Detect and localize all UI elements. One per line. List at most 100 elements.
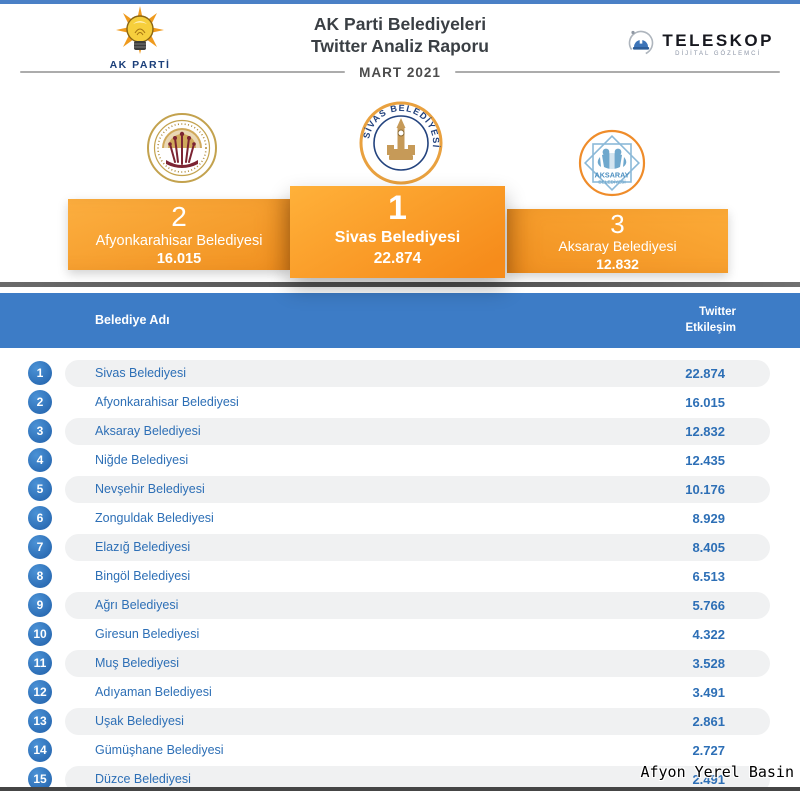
table-row: 6 Zonguldak Belediyesi 8.929 — [0, 504, 800, 533]
table-row: 8 Bingöl Belediyesi 6.513 — [0, 562, 800, 591]
row-background — [65, 534, 770, 561]
rank-badge: 10 — [28, 622, 52, 646]
column-header-value: Twitter Etkileşim — [686, 304, 737, 336]
municipality-name: Niğde Belediyesi — [95, 453, 189, 467]
engagement-value: 10.176 — [685, 482, 725, 497]
svg-text:BELEDİYESİ: BELEDİYESİ — [598, 179, 625, 185]
table-row: 12 Adıyaman Belediyesi 3.491 — [0, 678, 800, 707]
municipality-name: Aksaray Belediyesi — [95, 424, 201, 438]
rank-badge: 3 — [28, 419, 52, 443]
table-header: Belediye Adı Twitter Etkileşim — [0, 293, 800, 348]
row-background — [65, 592, 770, 619]
table-row: 2 Afyonkarahisar Belediyesi 16.015 — [0, 388, 800, 417]
ak-parti-lightbulb-icon — [84, 6, 196, 58]
rank-badge: 9 — [28, 593, 52, 617]
table-row: 9 Ağrı Belediyesi 5.766 — [0, 591, 800, 620]
podium-second-place: 2 Afyonkarahisar Belediyesi 16.015 — [68, 199, 290, 270]
podium-rank-3: 3 — [610, 209, 625, 239]
page-title: AK Parti Belediyeleri Twitter Analiz Rap… — [0, 13, 800, 57]
rank-badge: 7 — [28, 535, 52, 559]
podium-value-1: 22.874 — [373, 250, 422, 267]
engagement-value: 22.874 — [685, 366, 725, 381]
engagement-value: 2.861 — [692, 714, 725, 729]
rank-badge: 1 — [28, 361, 52, 385]
telescope-dome-icon — [626, 26, 656, 63]
divider-line-right — [454, 71, 780, 73]
table-row: 15 Düzce Belediyesi 2.491 — [0, 765, 800, 791]
column-header-value-line2: Etkileşim — [685, 322, 737, 334]
municipality-name: Giresun Belediyesi — [95, 627, 200, 641]
podium-value-3: 12.832 — [596, 256, 639, 272]
rank-badge: 6 — [28, 506, 52, 530]
municipality-name: Sivas Belediyesi — [95, 366, 187, 380]
row-background — [65, 360, 770, 387]
period-divider: MART 2021 — [20, 63, 780, 81]
engagement-value: 5.766 — [692, 598, 725, 613]
table-row: 11 Muş Belediyesi 3.528 — [0, 649, 800, 678]
municipality-name: Zonguldak Belediyesi — [95, 511, 214, 525]
ak-parti-label: AK PARTİ — [109, 59, 171, 71]
municipality-name: Uşak Belediyesi — [95, 714, 184, 728]
column-header-name: Belediye Adı — [95, 313, 170, 327]
table-row: 5 Nevşehir Belediyesi 10.176 — [0, 475, 800, 504]
table-row: 3 Aksaray Belediyesi 12.832 — [0, 417, 800, 446]
rank-badge: 2 — [28, 390, 52, 414]
municipality-name: Nevşehir Belediyesi — [95, 482, 205, 496]
municipality-name: Adıyaman Belediyesi — [95, 685, 212, 699]
table-row: 13 Uşak Belediyesi 2.861 — [0, 707, 800, 736]
divider-line-left — [20, 71, 346, 73]
rank-badge: 4 — [28, 448, 52, 472]
engagement-value: 16.015 — [685, 395, 725, 410]
bottom-border — [0, 787, 800, 791]
engagement-value: 2.727 — [692, 743, 725, 758]
svg-text:AKSARAY: AKSARAY — [595, 171, 630, 180]
engagement-value: 8.929 — [692, 511, 725, 526]
engagement-value: 3.528 — [692, 656, 725, 671]
municipality-name: Ağrı Belediyesi — [95, 598, 179, 612]
report-period: MART 2021 — [359, 64, 441, 80]
row-background — [65, 418, 770, 445]
row-background — [65, 766, 770, 791]
engagement-value: 3.491 — [692, 685, 725, 700]
row-background — [65, 476, 770, 503]
watermark: Afyon Yerel Basin — [640, 763, 794, 781]
teleskop-logo: TELESKOP DİJİTAL GÖZLEMCİ — [626, 26, 774, 63]
top-border — [0, 0, 800, 4]
municipality-name: Bingöl Belediyesi — [95, 569, 191, 583]
municipality-name: Muş Belediyesi — [95, 656, 180, 670]
municipality-name: Gümüşhane Belediyesi — [95, 743, 224, 757]
podium-first-place: 1 Sivas Belediyesi 22.874 — [290, 186, 505, 278]
aksaray-belediyesi-logo: AKSARAY BELEDİYESİ — [578, 129, 646, 202]
engagement-value: 12.435 — [685, 453, 725, 468]
podium-name-3: Aksaray Belediyesi — [558, 238, 677, 254]
brand-name: TELESKOP — [662, 31, 774, 50]
brand-tagline: DİJİTAL GÖZLEMCİ — [675, 51, 762, 57]
podium-name-1: Sivas Belediyesi — [334, 229, 461, 246]
table-row: 14 Gümüşhane Belediyesi 2.727 — [0, 736, 800, 765]
podium-value-2: 16.015 — [156, 251, 202, 267]
column-header-value-line1: Twitter — [699, 306, 736, 318]
table-row: 4 Niğde Belediyesi 12.435 — [0, 446, 800, 475]
engagement-value: 8.405 — [692, 540, 725, 555]
table-row: 7 Elazığ Belediyesi 8.405 — [0, 533, 800, 562]
rank-badge: 5 — [28, 477, 52, 501]
municipality-name: Afyonkarahisar Belediyesi — [95, 395, 239, 409]
engagement-value: 2.491 — [692, 772, 725, 787]
ak-parti-logo: AK PARTİ — [84, 6, 196, 71]
rank-badge: 12 — [28, 680, 52, 704]
rank-badge: 13 — [28, 709, 52, 733]
municipality-name: Elazığ Belediyesi — [95, 540, 191, 554]
engagement-value: 12.832 — [685, 424, 725, 439]
brand-text: TELESKOP DİJİTAL GÖZLEMCİ — [662, 31, 774, 58]
row-background — [65, 650, 770, 677]
ranking-table: 1 Sivas Belediyesi 22.874 2 Afyonkarahis… — [0, 359, 800, 791]
engagement-value: 6.513 — [692, 569, 725, 584]
sivas-belediyesi-logo: SİVAS BELEDİYESİ — [359, 101, 443, 190]
row-background — [65, 708, 770, 735]
podium-name-2: Afyonkarahisar Belediyesi — [95, 233, 263, 249]
municipality-name: Düzce Belediyesi — [95, 772, 191, 786]
afyonkarahisar-belediyesi-logo — [146, 112, 218, 189]
engagement-value: 4.322 — [692, 627, 725, 642]
table-row: 10 Giresun Belediyesi 4.322 — [0, 620, 800, 649]
